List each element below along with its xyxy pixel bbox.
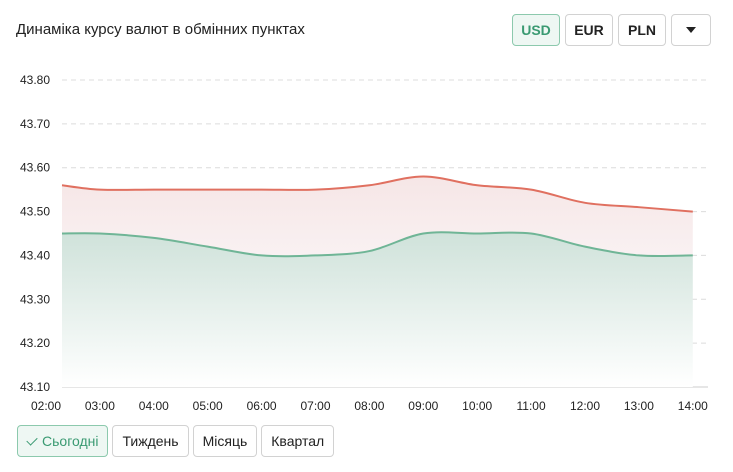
currency-eur-button[interactable]: EUR <box>565 14 613 46</box>
x-tick-label: 06:00 <box>247 399 277 413</box>
period-month-button[interactable]: Місяць <box>192 425 258 457</box>
y-tick-label: 43.50 <box>20 205 50 219</box>
y-tick-label: 43.70 <box>20 117 50 131</box>
x-tick-label: 08:00 <box>354 399 384 413</box>
x-tick-label: 10:00 <box>462 399 492 413</box>
x-tick-label: 11:00 <box>517 399 546 413</box>
y-tick-label: 43.10 <box>20 380 50 394</box>
period-week-button[interactable]: Тиждень <box>112 425 189 457</box>
x-tick-label: 05:00 <box>193 399 223 413</box>
more-currencies-dropdown[interactable] <box>671 14 711 46</box>
rate-chart: 43.80 43.70 43.60 43.50 43.40 43.30 43.20 43.10… <box>20 73 708 413</box>
period-today-label: Сьогодні <box>42 433 99 449</box>
period-switcher: Сьогодні Тиждень Місяць Квартал <box>17 425 335 457</box>
x-tick-label: 13:00 <box>624 399 654 413</box>
chart-title: Динаміка курсу валют в обмінних пунктах <box>16 21 305 38</box>
y-tick-label: 43.30 <box>20 292 50 306</box>
sell-series-line <box>61 175 693 213</box>
series-areas <box>62 176 693 387</box>
x-axis: 02:00 03:00 04:00 05:00 06:00 07:00 08:00 09:00… <box>31 399 708 413</box>
buy-area <box>62 232 693 387</box>
currency-pln-button[interactable]: PLN <box>618 14 666 46</box>
x-tick-label: 14:00 <box>678 399 708 413</box>
y-axis: 43.80 43.70 43.60 43.50 43.40 43.30 43.20 43.10 <box>20 73 50 394</box>
x-tick-label: 04:00 <box>139 399 169 413</box>
y-tick-label: 43.80 <box>20 73 50 87</box>
check-icon <box>26 433 38 446</box>
chevron-down-icon <box>686 27 696 33</box>
currency-usd-button[interactable]: USD <box>512 14 560 46</box>
series-lines <box>61 175 693 258</box>
period-today-button[interactable]: Сьогодні <box>17 425 109 457</box>
x-tick-label: 02:00 <box>31 399 61 413</box>
x-tick-label: 12:00 <box>570 399 600 413</box>
y-tick-label: 43.20 <box>20 336 50 350</box>
x-tick-label: 03:00 <box>85 399 115 413</box>
buy-series-line <box>61 231 693 258</box>
sell-area <box>62 176 693 257</box>
y-tick-label: 43.60 <box>20 161 50 175</box>
y-tick-label: 43.40 <box>20 248 50 262</box>
period-quarter-button[interactable]: Квартал <box>261 425 335 457</box>
x-tick-label: 09:00 <box>408 399 438 413</box>
currency-switcher: USD EUR PLN <box>512 14 711 46</box>
x-tick-label: 07:00 <box>300 399 330 413</box>
